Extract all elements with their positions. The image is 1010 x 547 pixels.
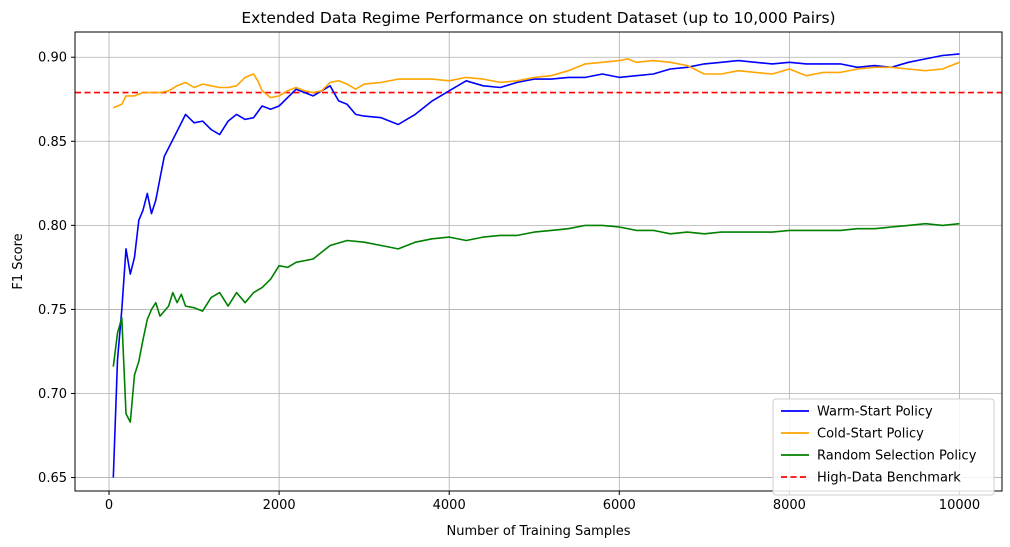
y-axis-label: F1 Score [11, 233, 26, 289]
x-tick-label: 0 [105, 498, 113, 513]
grid [75, 32, 1002, 491]
x-tick-label: 10000 [939, 498, 980, 513]
x-tick-label: 8000 [773, 498, 806, 513]
x-tick-label: 4000 [433, 498, 466, 513]
y-tick-label: 0.80 [38, 219, 67, 234]
x-axis-label: Number of Training Samples [447, 524, 631, 539]
series-line-warm-start-policy [112, 53, 960, 478]
y-tick-label: 0.75 [38, 303, 67, 318]
x-tick-label: 6000 [603, 498, 636, 513]
y-tick-label: 0.90 [38, 51, 67, 66]
legend-label-warm-start-policy: Warm-Start Policy [817, 405, 933, 420]
ticks: 0 2000 4000 6000 8000 10000 0.65 0.70 0.75 0.80 0.… [38, 51, 980, 513]
series-line-cold-start-policy [113, 58, 960, 109]
y-tick-label: 0.65 [38, 471, 67, 486]
legend-label-high-data-benchmark: High-Data Benchmark [817, 471, 961, 486]
legend-label-cold-start-policy: Cold-Start Policy [817, 427, 924, 442]
y-tick-label: 0.70 [38, 387, 67, 402]
legend: Warm-Start Policy Cold-Start Policy Random… [772, 398, 995, 496]
plot-frame [74, 31, 1003, 492]
chart-title: Extended Data Regime Performance on stud… [241, 9, 835, 27]
series-layer [112, 53, 960, 478]
series-line-random-selection-policy [112, 222, 960, 423]
legend-box [772, 398, 995, 496]
x-tick-label: 2000 [263, 498, 296, 513]
legend-label-random-selection-policy: Random Selection Policy [817, 449, 977, 464]
y-tick-label: 0.85 [38, 135, 67, 150]
